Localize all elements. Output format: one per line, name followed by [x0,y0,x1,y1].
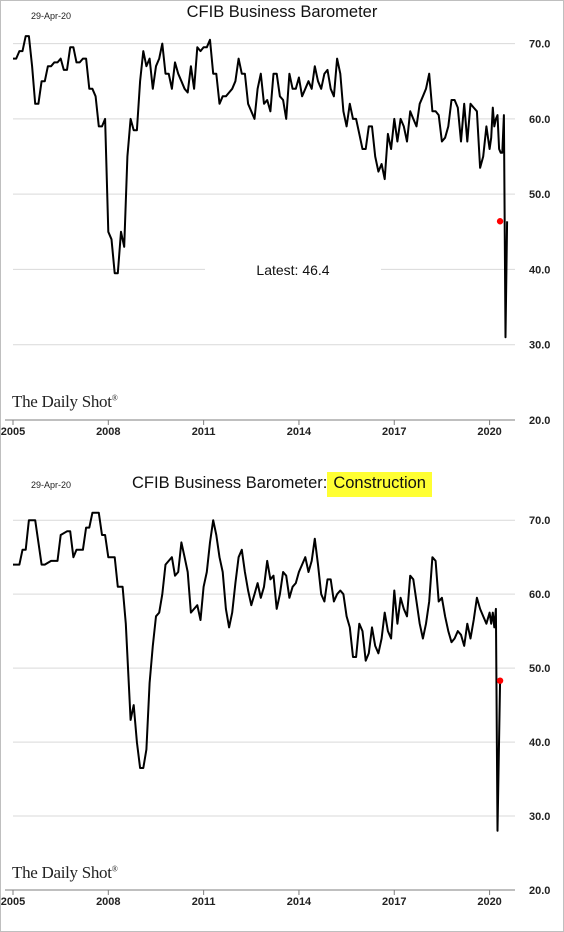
y-tick-label-60: 60.0 [529,114,550,126]
latest-point-marker [496,677,504,684]
x-tick-label-2008: 2008 [96,896,120,908]
y-tick-label-40: 40.0 [529,737,550,749]
y-tick-label-70: 70.0 [529,39,550,51]
latest-point-marker [496,218,504,225]
line-chart-business-barometer: 20.0 30.0 40.0 50.0 60.0 70.0 2005 2008 2011 2014… [1,35,550,438]
x-tick-label-2014: 2014 [287,426,312,438]
chart-panel-business-barometer: 20.0 30.0 40.0 50.0 60.0 70.0 2005 2008 2011 2014… [1,1,563,465]
y-tick-label-70: 70.0 [529,515,550,527]
series-line-0 [13,35,509,339]
y-tick-label-20: 20.0 [529,415,550,427]
x-tick-label-2005: 2005 [1,426,25,438]
chart-title: CFIB Business Barometer: Construction [1,472,563,497]
chart-title-text: CFIB Business Barometer: [132,474,328,492]
x-tick-label-2011: 2011 [192,426,216,438]
y-tick-label-50: 50.0 [529,663,550,675]
y-tick-label-50: 50.0 [529,189,550,201]
y-tick-label-30: 30.0 [529,811,550,823]
x-tick-label-2011: 2011 [192,896,216,908]
x-tick-label-2008: 2008 [96,426,120,438]
logo-text: The Daily Shot [12,863,112,882]
x-tick-label-2020: 2020 [477,426,501,438]
logo-registered-mark: ® [111,393,118,403]
x-tick-label-2005: 2005 [1,896,25,908]
chart-title-highlight: Construction [327,472,432,497]
latest-value-annotation: Latest: 46.4 [256,262,329,278]
x-tick-label-2017: 2017 [382,426,406,438]
line-chart-construction: 20.0 30.0 40.0 50.0 60.0 70.0 2005 2008 2011 2014… [1,511,550,908]
y-tick-label-30: 30.0 [529,340,550,352]
logo-text: The Daily Shot [12,392,112,411]
chart-date-label: 29-Apr-20 [31,480,72,490]
daily-shot-logo: The Daily Shot® [12,392,118,412]
chart-title: CFIB Business Barometer [1,3,563,22]
x-tick-label-2020: 2020 [477,896,501,908]
y-tick-label-40: 40.0 [529,264,550,276]
series-line-0 [13,511,502,832]
y-tick-label-60: 60.0 [529,589,550,601]
chart-date-label: 29-Apr-20 [31,11,72,21]
y-tick-label-20: 20.0 [529,885,550,897]
x-tick-label-2017: 2017 [382,896,406,908]
chart-panel-construction: 20.0 30.0 40.0 50.0 60.0 70.0 2005 2008 2011 2014… [1,466,563,930]
chart-title-text: CFIB Business Barometer [186,3,378,21]
logo-registered-mark: ® [111,864,118,874]
x-tick-label-2014: 2014 [287,896,312,908]
daily-shot-logo: The Daily Shot® [12,863,118,883]
